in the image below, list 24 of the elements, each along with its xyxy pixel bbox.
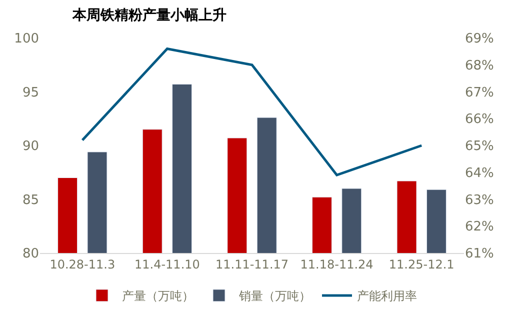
y2-tick-label: 65% [465,139,494,154]
x-tick-label: 11.4-11.10 [134,257,200,272]
y2-tick-label: 68% [465,58,494,74]
y-tick-label: 90 [22,139,39,154]
line-series [81,48,423,176]
x-tick-label: 11.18-11.24 [300,257,374,272]
y2-tick-label: 64% [465,166,494,181]
y2-tick-label: 61% [465,246,494,262]
y-tick-label: 85 [22,192,39,208]
y2-tick-label: 69% [465,32,494,47]
legend-label: 产量（万吨） [122,289,194,304]
y-tick-label: 100 [14,32,39,47]
legend-label: 产能利用率 [357,289,417,304]
y-tick-label: 95 [22,85,39,100]
y2-tick-label: 62% [465,220,494,235]
y2-tick-label: 67% [465,85,494,100]
y-tick-label: 80 [22,246,39,262]
chart-title: 本周铁精粉产量小幅上升 [72,6,227,24]
x-tick-label: 11.11-11.17 [215,257,289,272]
x-tick-label: 11.25-12.1 [388,257,454,272]
y2-tick-label: 66% [465,112,494,128]
y2-tick-label: 63% [465,192,494,208]
x-tick-label: 10.28-11.3 [50,257,116,272]
legend-label: 销量（万吨） [238,289,311,304]
